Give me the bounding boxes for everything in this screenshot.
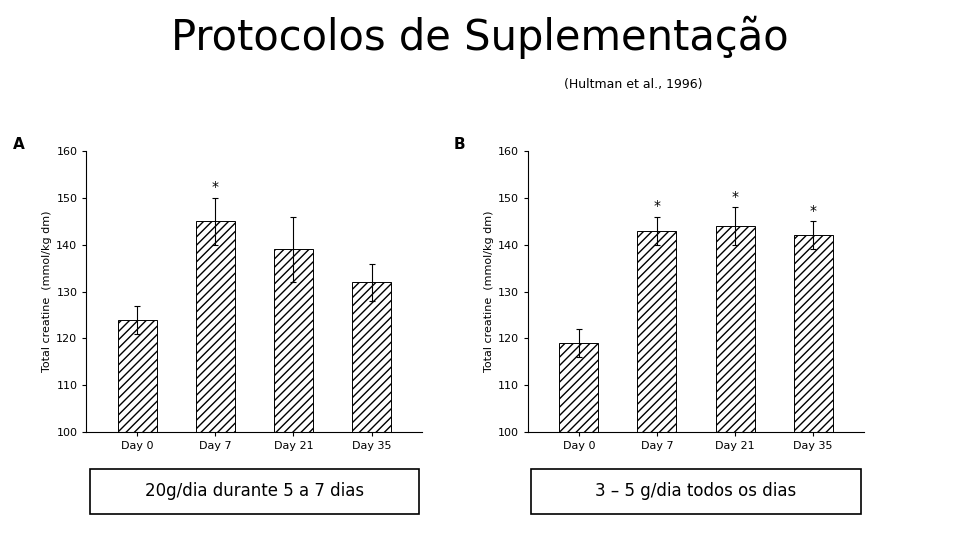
Bar [637,231,677,432]
Bar [118,320,156,432]
Bar [274,249,313,432]
Text: (Hultman et al., 1996): (Hultman et al., 1996) [564,78,703,91]
Y-axis label: Total creatine  (mmol/kg dm): Total creatine (mmol/kg dm) [484,211,493,373]
Bar [715,226,755,432]
Text: Protocolos de Suplementação: Protocolos de Suplementação [171,16,789,59]
FancyBboxPatch shape [89,469,419,514]
Text: B: B [454,137,466,152]
Bar [794,235,832,432]
Text: 3 – 5 g/dia todos os dias: 3 – 5 g/dia todos os dias [595,482,797,501]
Bar [352,282,391,432]
Text: *: * [212,180,219,194]
Text: 20g/dia durante 5 a 7 dias: 20g/dia durante 5 a 7 dias [145,482,364,501]
Text: A: A [12,137,24,152]
Bar [196,221,235,432]
Text: *: * [809,204,817,218]
Y-axis label: Total creatine  (mmol/kg dm): Total creatine (mmol/kg dm) [42,211,52,373]
FancyBboxPatch shape [532,469,860,514]
Text: *: * [732,190,738,204]
Bar [560,343,598,432]
Text: *: * [654,199,660,213]
